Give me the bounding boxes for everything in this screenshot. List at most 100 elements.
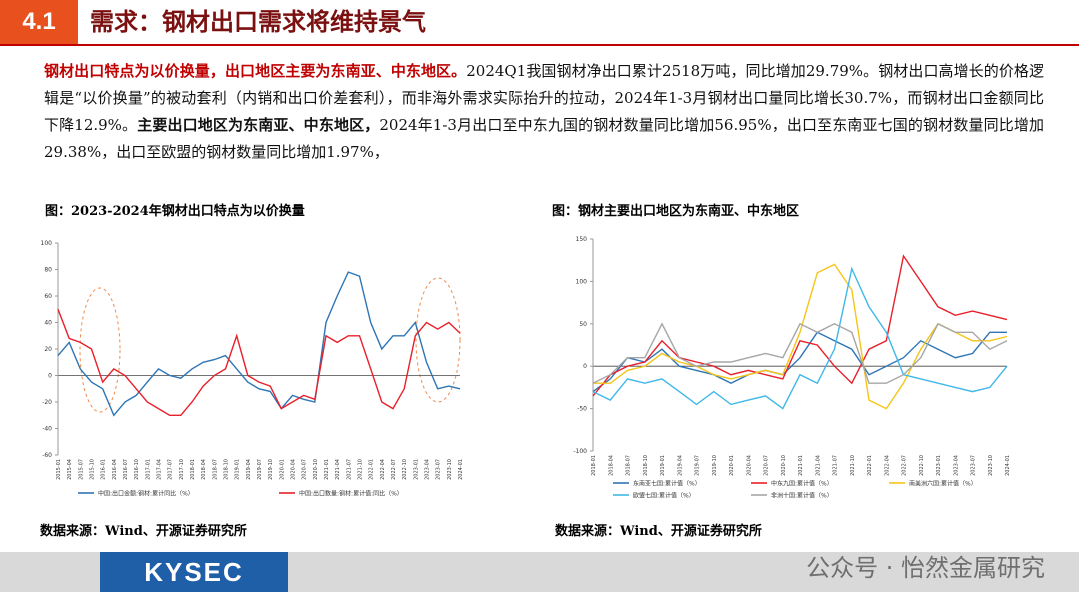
x-tick-label: 2019-10 (268, 459, 274, 480)
x-tick-label: 2020-04 (291, 459, 297, 480)
x-tick-label: 2019-04 (677, 455, 683, 476)
summary: 钢材出口特点为以价换量，出口地区主要为东南亚、中东地区。2024Q1我国钢材净出… (44, 58, 1044, 166)
x-tick-label: 2018-07 (212, 459, 218, 480)
x-tick-label: 2018-10 (224, 459, 230, 480)
x-tick-label: 2022-07 (902, 455, 908, 476)
legend-label: 欧盟七国:累计值（%） (633, 492, 695, 500)
y-tick-label: -60 (42, 452, 52, 459)
x-tick-label: 2019-01 (235, 459, 241, 480)
chart: -100 -50 0 50 100 150 2018-01 2018-04 2018-07 201… (573, 236, 1011, 500)
x-tick-label: 2015-10 (90, 459, 96, 480)
x-tick-label: 2024-01 (1005, 455, 1011, 476)
x-tick-label: 2022-10 (402, 459, 408, 480)
caption: 图：钢材主要出口地区为东南亚、中东地区 (552, 204, 800, 219)
x-tick-label: 2023-04 (425, 459, 431, 480)
x-tick-label: 2023-10 (988, 455, 994, 476)
x-tick-label: 2021-10 (358, 459, 364, 480)
y-tick-label: 150 (576, 236, 588, 243)
x-tick-label: 2022-01 (369, 459, 375, 480)
y-tick-label: 0 (583, 363, 587, 370)
page-title: 需求：钢材出口需求将维持景气 (90, 7, 426, 36)
x-tick-label: 2021-04 (815, 455, 821, 476)
y-tick-label: -20 (42, 399, 52, 406)
x-tick-label: 2023-01 (936, 455, 942, 476)
x-tick-label: 2023-07 (971, 455, 977, 476)
y-tick-label: 0 (48, 373, 52, 380)
x-tick-label: 2019-07 (257, 459, 263, 480)
x-tick-label: 2018-01 (190, 459, 196, 480)
x-tick-label: 2021-07 (833, 455, 839, 476)
y-tick-label: 100 (576, 278, 588, 285)
series-line (57, 309, 461, 416)
x-tick-label: 2024-01 (458, 459, 464, 480)
highlight (415, 277, 461, 403)
x-tick-label: 2019-10 (712, 455, 718, 476)
x-tick-label: 2017-10 (179, 459, 185, 480)
series-line (592, 254, 1008, 397)
y-tick-label: 40 (44, 320, 52, 327)
watermark: 公众号 · 怡然金属研究 (806, 554, 1045, 582)
lead: 钢材出口特点为以价换量，出口地区主要为东南亚、中东地区。 (44, 62, 467, 80)
x-tick-label: 2015-01 (56, 459, 62, 480)
text: 2024Q1我国钢材净出口累计2518万吨，同比增加29.79%。钢材出口高增长… (44, 62, 1044, 134)
x-tick-label: 2020-04 (746, 455, 752, 476)
x-tick-label: 2023-07 (436, 459, 442, 480)
section-number: 4.1 (0, 0, 78, 44)
legend-label: 中国:出口金额:钢材:累计同比（%） (98, 490, 194, 498)
x-tick-label: 2021-10 (850, 455, 856, 476)
y-tick-label: 80 (44, 267, 52, 274)
x-tick-label: 2015-07 (78, 459, 84, 480)
x-tick-label: 2018-04 (608, 455, 614, 476)
y-tick-label: 50 (579, 321, 587, 328)
x-tick-label: 2017-07 (168, 459, 174, 480)
chart: -60 -40 -20 0 20 40 60 80 100 2015-01 2015-04 2015-… (41, 240, 464, 498)
y-tick-label: -50 (577, 406, 587, 413)
source: 数据来源：Wind、开源证券研究所 (40, 524, 247, 539)
x-tick-label: 2017-01 (145, 459, 151, 480)
x-tick-label: 2018-10 (643, 455, 649, 476)
x-tick-label: 2016-04 (112, 459, 118, 480)
x-tick-label: 2017-04 (157, 459, 163, 480)
highlight (79, 287, 121, 413)
legend-label: 中东九国:累计值（%） (771, 480, 833, 488)
y-tick-label: -40 (42, 426, 52, 433)
bold-text: 主要出口地区为东南亚、中东地区， (137, 116, 380, 134)
x-tick-label: 2018-04 (201, 459, 207, 480)
x-tick-label: 2020-01 (729, 455, 735, 476)
x-tick-label: 2022-01 (867, 455, 873, 476)
x-tick-label: 2023-04 (953, 455, 959, 476)
series-line (57, 271, 461, 417)
y-tick-label: 60 (44, 293, 52, 300)
x-tick-label: 2020-10 (313, 459, 319, 480)
y-tick-label: 100 (41, 240, 53, 247)
series-line (592, 322, 1008, 384)
x-tick-label: 2022-04 (884, 455, 890, 476)
x-tick-label: 2021-01 (798, 455, 804, 476)
series-line (592, 266, 1008, 410)
x-tick-label: 2019-01 (660, 455, 666, 476)
legend-label: 东南亚七国:累计值（%） (633, 480, 701, 488)
header: 4.1 需求：钢材出口需求将维持景气 (0, 0, 1079, 46)
logo: KYSEC (100, 552, 288, 592)
legend-label: 南美洲六国:累计值（%） (909, 480, 977, 488)
x-tick-label: 2021-07 (346, 459, 352, 480)
x-tick-label: 2023-01 (413, 459, 419, 480)
x-tick-label: 2016-07 (123, 459, 129, 480)
caption: 图：2023-2024年钢材出口特点为以价换量 (45, 204, 305, 219)
source: 数据来源：Wind、开源证券研究所 (555, 524, 762, 539)
x-tick-label: 2021-01 (324, 459, 330, 480)
x-tick-label: 2020-07 (764, 455, 770, 476)
x-tick-label: 2021-04 (335, 459, 341, 480)
x-tick-label: 2018-01 (591, 455, 597, 476)
x-tick-label: 2020-07 (302, 459, 308, 480)
x-tick-label: 2020-10 (781, 455, 787, 476)
x-tick-label: 2022-07 (391, 459, 397, 480)
x-tick-label: 2020-01 (279, 459, 285, 480)
legend-label: 非洲十国:累计值（%） (771, 492, 833, 500)
x-tick-label: 2022-10 (919, 455, 925, 476)
x-tick-label: 2023-10 (447, 459, 453, 480)
series-line (592, 331, 1007, 393)
x-tick-label: 2019-04 (246, 459, 252, 480)
x-tick-label: 2019-07 (695, 455, 701, 476)
